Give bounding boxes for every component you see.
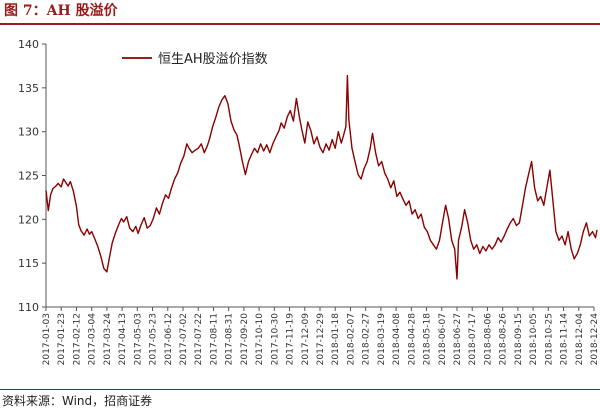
x-tick-label: 2017-11-19 xyxy=(286,313,296,366)
x-tick-label: 2018-09-15 xyxy=(514,313,524,365)
x-tick-label: 2017-04-13 xyxy=(118,313,128,365)
x-tick-label: 2017-07-02 xyxy=(179,313,189,365)
x-tick-label: 2017-08-31 xyxy=(225,313,235,365)
x-tick-label: 2017-07-22 xyxy=(194,313,204,365)
x-tick-label: 2018-02-27 xyxy=(362,313,372,365)
x-tick-label: 2017-08-11 xyxy=(209,313,219,365)
x-tick-label: 2018-04-28 xyxy=(407,313,417,366)
x-tick-label: 2018-10-05 xyxy=(529,313,539,365)
x-tick-label: 2018-06-27 xyxy=(453,313,463,365)
y-tick-label: 125 xyxy=(18,170,39,183)
y-tick-label: 115 xyxy=(18,257,39,270)
x-tick-label: 2017-05-03 xyxy=(133,313,143,365)
x-tick-label: 2017-12-09 xyxy=(301,313,311,366)
x-tick-label: 2018-07-17 xyxy=(468,313,478,365)
x-tick-label: 2018-08-26 xyxy=(499,313,509,366)
x-tick-label: 2017-12-29 xyxy=(316,313,326,366)
x-tick-label: 2018-10-25 xyxy=(544,313,554,365)
chart-axes xyxy=(45,44,594,308)
x-tick-label: 2018-02-07 xyxy=(346,313,356,365)
series-line-ah-premium xyxy=(45,74,598,280)
x-tick-label: 2017-01-03 xyxy=(42,313,52,365)
x-axis-ticks: 2017-01-03 2017-01-23 2017-02-12 2017-03-04… xyxy=(42,307,600,365)
x-tick-label: 2018-05-18 xyxy=(423,313,433,366)
x-tick-label: 2017-03-24 xyxy=(103,313,113,366)
x-tick-label: 2017-10-10 xyxy=(255,313,265,366)
x-tick-label: 2018-01-18 xyxy=(331,313,341,366)
x-tick-label: 2017-03-04 xyxy=(88,313,98,366)
x-tick-label: 2018-08-06 xyxy=(483,313,493,366)
x-tick-label: 2018-04-08 xyxy=(392,313,402,366)
x-tick-label: 2018-06-07 xyxy=(438,313,448,365)
x-tick-label: 2017-01-23 xyxy=(57,313,67,365)
y-tick-label: 135 xyxy=(18,82,39,95)
y-tick-label: 140 xyxy=(18,38,39,51)
source-note: 资料来源：Wind，招商证券 xyxy=(2,394,153,408)
source-rule xyxy=(0,389,600,390)
x-tick-label: 2018-03-19 xyxy=(377,313,387,366)
x-tick-label: 2017-06-12 xyxy=(164,313,174,365)
y-axis-ticks: 110 115 120 125 130 135 140 xyxy=(18,38,46,314)
chart-legend: 恒生AH股溢价指数 xyxy=(122,52,268,67)
x-tick-label: 2018-11-14 xyxy=(560,313,570,366)
x-tick-label: 2017-05-23 xyxy=(149,313,159,365)
x-tick-label: 2018-12-24 xyxy=(590,313,600,366)
title-rule xyxy=(0,23,600,25)
figure-title: 图 7：AH 股溢价 xyxy=(4,3,118,19)
x-tick-label: 2018-12-04 xyxy=(575,313,585,366)
y-tick-label: 120 xyxy=(18,213,39,226)
y-tick-label: 110 xyxy=(18,301,39,314)
y-tick-label: 130 xyxy=(18,126,39,139)
legend-label: 恒生AH股溢价指数 xyxy=(158,52,268,67)
x-tick-label: 2017-10-30 xyxy=(270,313,280,366)
x-tick-label: 2017-09-20 xyxy=(240,313,250,366)
x-tick-label: 2017-02-12 xyxy=(72,313,82,365)
